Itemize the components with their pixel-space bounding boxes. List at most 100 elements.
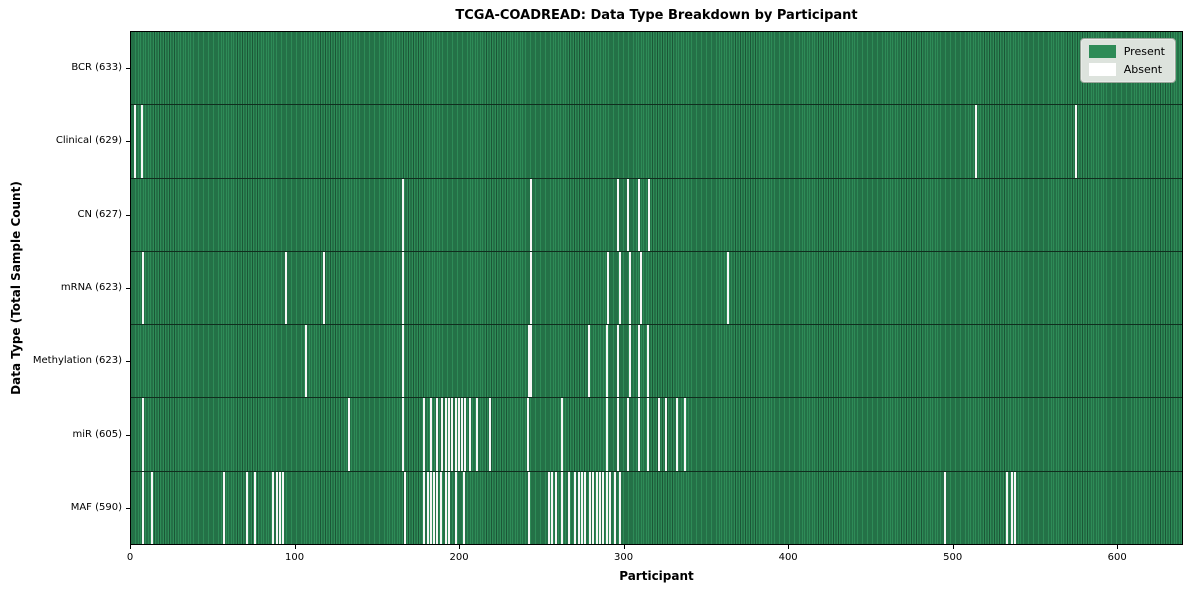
absent-stripe [638,398,641,471]
y-tick-mark [126,508,130,510]
absent-stripe [444,471,447,544]
x-tick-mark [1117,545,1119,549]
y-tick-mark [126,67,130,69]
absent-stripe [457,398,460,471]
absent-stripe [245,471,248,544]
present-swatch-icon [1088,45,1116,58]
absent-stripe [528,325,531,398]
heatmap-plot-area [130,31,1183,545]
x-tick-label: 400 [778,552,798,563]
legend-label-present: Present [1123,45,1165,58]
absent-stripe [429,398,432,471]
legend-label-absent: Absent [1123,63,1163,76]
y-tick-label: mRNA (623) [60,282,122,293]
heatmap-row-bcr [131,32,1182,106]
x-tick-label: 600 [1107,552,1127,563]
absent-stripe [429,471,432,544]
absent-stripe [567,471,570,544]
absent-stripe [617,325,620,398]
absent-stripe [461,398,464,471]
absent-stripe [140,105,143,178]
absent-stripe [664,398,667,471]
absent-stripe [285,251,288,325]
absent-stripe [401,398,404,471]
absent-stripe [638,325,641,398]
y-tick-mark [126,288,130,289]
x-tick-mark [130,545,131,549]
x-tick-mark [459,545,461,549]
absent-stripe [943,471,946,544]
absent-stripe [584,471,587,544]
absent-stripe [727,251,730,325]
x-tick-mark [788,545,790,549]
absent-stripe [464,398,467,471]
y-tick-label: MAF (590) [70,502,122,514]
x-tick-label: 0 [126,552,134,563]
absent-stripe [469,398,472,471]
absent-stripe [640,251,643,325]
absent-stripe [423,398,426,471]
absent-stripe [278,471,281,544]
absent-stripe [628,325,631,398]
heatmap-row-cn [131,178,1182,252]
absent-stripe [401,178,404,251]
absent-stripe [134,105,137,178]
absent-stripe [475,398,478,471]
absent-stripe [142,398,145,471]
absent-stripe [323,251,326,325]
absent-stripe [658,398,661,471]
absent-stripe [451,398,454,471]
absent-stripe [1011,471,1014,544]
absent-swatch-icon [1088,63,1116,76]
absent-stripe [254,471,257,544]
x-tick-mark [294,545,296,549]
absent-stripe [1006,471,1009,544]
x-tick-label: 500 [943,552,963,563]
absent-stripe [222,471,225,544]
absent-stripe [684,398,687,471]
absent-stripe [403,471,406,544]
legend-entry-absent: Absent [1088,63,1165,76]
absent-stripe [676,398,679,471]
y-tick-label: Clinical (629) [55,135,122,147]
heatmap-row-clinical [131,105,1182,179]
absent-stripe [275,471,278,544]
absent-stripe [439,471,442,544]
absent-stripe [423,471,426,544]
absent-stripe [530,325,533,398]
absent-stripe [608,471,611,544]
absent-stripe [272,471,275,544]
heatmap-row-mir [131,398,1182,472]
absent-stripe [426,471,429,544]
x-tick-mark [952,545,954,549]
absent-stripe [433,471,436,544]
absent-stripe [150,471,153,544]
absent-stripe [626,178,629,251]
absent-stripe [626,398,629,471]
absent-stripe [282,471,285,544]
absent-stripe [142,471,145,544]
absent-stripe [1075,105,1078,178]
absent-stripe [488,398,491,471]
absent-stripe [530,178,533,251]
absent-stripe [436,398,439,471]
x-axis-label: Participant [619,569,694,583]
absent-stripe [589,471,592,544]
y-tick-label: CN (627) [77,208,122,220]
absent-stripe [628,251,631,325]
y-tick-mark [126,434,130,436]
absent-stripe [401,251,404,325]
absent-stripe [574,471,577,544]
absent-stripe [605,398,608,471]
absent-stripe [646,398,649,471]
absent-stripe [605,325,608,398]
x-tick-label: 200 [449,552,469,563]
absent-stripe [577,471,580,544]
absent-stripe [551,471,554,544]
y-tick-label: BCR (633) [71,61,122,73]
y-tick-label: Methylation (623) [32,355,122,367]
absent-stripe [526,398,529,471]
absent-stripe [580,471,583,544]
absent-stripe [548,471,551,544]
